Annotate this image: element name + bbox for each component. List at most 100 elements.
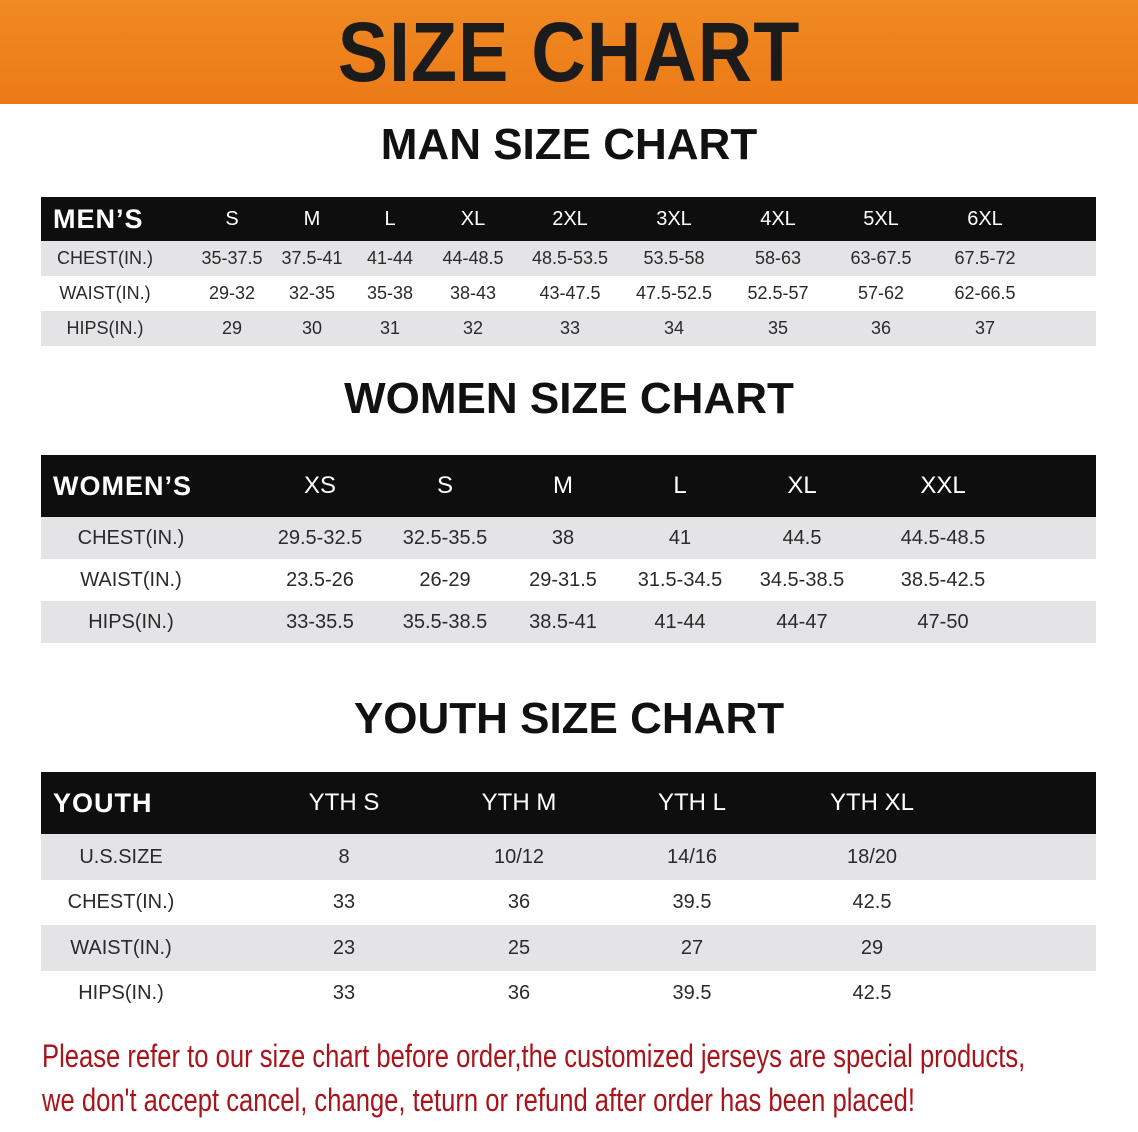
table-cell: 36	[870, 318, 892, 338]
table-cell: 34.5-38.5	[759, 568, 845, 591]
size-header-5xl: 5XL	[863, 207, 899, 230]
table-cell: 52.5-57	[747, 283, 809, 303]
men-size-table: MEN’S S M L XL 2XL 3XL 4XL 5XL 6XL CHEST(IN.) 35-37…	[41, 197, 1096, 346]
table-cell: 33	[559, 318, 581, 338]
row-label: CHEST(IN.)	[67, 891, 175, 913]
size-header-6xl: 6XL	[967, 207, 1003, 230]
size-header-yth-xl: YTH XL	[829, 789, 915, 816]
table-cell: 33	[332, 982, 356, 1004]
youth-header-row: YOUTH YTH S YTH M YTH L YTH XL	[41, 772, 1096, 834]
banner-title: SIZE CHART	[337, 5, 801, 99]
women-size-table: WOMEN’S XS S M L XL XXL CHEST(IN.) 29.5-32.5 32.5…	[41, 455, 1096, 643]
table-cell: 33	[332, 891, 356, 913]
table-cell: 35-38	[366, 283, 414, 303]
men-heading: MAN SIZE CHART	[380, 120, 758, 169]
table-row: CHEST(IN.) 35-37.5 37.5-41 41-44 44-48.5 48.5…	[41, 241, 1096, 276]
table-cell: 32	[462, 318, 484, 338]
youth-heading: YOUTH SIZE CHART	[353, 694, 785, 743]
row-label: WAIST(IN.)	[70, 936, 172, 959]
women-header-label: WOMEN’S	[53, 470, 192, 501]
row-label: WAIST(IN.)	[80, 568, 182, 591]
note-line-1: Please refer to our size chart before or…	[42, 1038, 1026, 1074]
table-cell: 26-29	[419, 568, 471, 591]
table-cell: 38	[551, 526, 575, 549]
row-label: WAIST(IN.)	[59, 283, 151, 303]
size-header-3xl: 3XL	[656, 207, 692, 230]
table-cell: 35.5-38.5	[402, 610, 488, 633]
row-label: HIPS(IN.)	[78, 982, 164, 1004]
table-cell: 39.5	[672, 891, 712, 913]
table-cell: 29-32	[208, 283, 256, 303]
table-cell: 35-37.5	[201, 248, 263, 268]
table-cell: 31.5-34.5	[637, 568, 723, 591]
table-cell: 23.5-26	[286, 568, 354, 591]
table-cell: 36	[507, 891, 531, 913]
table-cell: 34	[663, 318, 685, 338]
table-row: HIPS(IN.) 33-35.5 35.5-38.5 38.5-41 41-44 44-…	[41, 601, 1096, 643]
table-cell: 29	[221, 318, 243, 338]
women-header-row: WOMEN’S XS S M L XL XXL	[41, 455, 1096, 517]
table-cell: 25	[507, 936, 531, 959]
size-header-s: S	[225, 207, 239, 230]
men-header-label: MEN’S	[53, 203, 144, 234]
table-cell: 18/20	[846, 845, 898, 868]
size-header-xl: XL	[460, 207, 486, 230]
table-cell: 44.5-48.5	[900, 526, 986, 549]
youth-size-table: YOUTH YTH S YTH M YTH L YTH XL U.S.SIZE 8 10/12…	[41, 772, 1096, 1016]
table-cell: 41-44	[654, 610, 706, 633]
table-cell: 44.5	[782, 526, 822, 549]
table-cell: 63-67.5	[850, 248, 912, 268]
table-cell: 27	[680, 936, 704, 959]
table-row: WAIST(IN.) 29-32 32-35 35-38 38-43 43-47.5 47.…	[41, 276, 1096, 311]
size-header-l: L	[384, 207, 396, 230]
table-cell: 38-43	[449, 283, 497, 303]
size-header-xxl: XXL	[920, 472, 966, 499]
men-header-row: MEN’S S M L XL 2XL 3XL 4XL 5XL 6XL	[41, 197, 1096, 241]
youth-header-label: YOUTH	[53, 787, 153, 818]
row-label: U.S.SIZE	[79, 845, 163, 868]
table-row: HIPS(IN.) 29 30 31 32 33 34 35 36 37	[41, 311, 1096, 346]
table-cell: 10/12	[493, 845, 545, 868]
table-row: CHEST(IN.) 29.5-32.5 32.5-35.5 38 41 44.5 44.5…	[41, 517, 1096, 559]
size-header-s: S	[436, 472, 453, 499]
size-header-yth-l: YTH L	[657, 789, 726, 816]
table-cell: 31	[379, 318, 401, 338]
table-cell: 8	[338, 845, 350, 868]
table-cell: 37	[974, 318, 996, 338]
table-cell: 48.5-53.5	[531, 248, 609, 268]
table-cell: 29	[860, 936, 884, 959]
table-cell: 47.5-52.5	[635, 283, 713, 303]
table-cell: 35	[767, 318, 789, 338]
table-row: CHEST(IN.) 33 36 39.5 42.5	[41, 880, 1096, 925]
table-cell: 23	[332, 936, 356, 959]
table-cell: 30	[301, 318, 323, 338]
table-cell: 47-50	[917, 610, 969, 633]
table-cell: 43-47.5	[539, 283, 601, 303]
table-cell: 53.5-58	[643, 248, 705, 268]
table-cell: 29.5-32.5	[277, 526, 363, 549]
size-header-m: M	[553, 472, 573, 499]
size-header-4xl: 4XL	[760, 207, 796, 230]
size-header-m: M	[303, 207, 321, 230]
size-header-yth-s: YTH S	[308, 789, 380, 816]
table-row: WAIST(IN.) 23.5-26 26-29 29-31.5 31.5-34.5 34…	[41, 559, 1096, 601]
table-cell: 58-63	[754, 248, 802, 268]
table-cell: 32.5-35.5	[402, 526, 488, 549]
table-cell: 32-35	[288, 283, 336, 303]
row-label: HIPS(IN.)	[66, 318, 144, 338]
row-label: CHEST(IN.)	[77, 526, 185, 549]
row-label: HIPS(IN.)	[88, 610, 174, 633]
table-cell: 67.5-72	[954, 248, 1016, 268]
table-cell: 44-48.5	[442, 248, 504, 268]
table-cell: 62-66.5	[954, 283, 1016, 303]
table-cell: 39.5	[672, 982, 712, 1004]
table-cell: 44-47	[776, 610, 828, 633]
size-header-xs: XS	[303, 472, 336, 499]
size-header-2xl: 2XL	[552, 207, 588, 230]
title-banner: SIZE CHART	[0, 0, 1138, 104]
table-cell: 38.5-41	[529, 610, 597, 633]
note-line-2: we don't accept cancel, change, teturn o…	[42, 1082, 915, 1118]
table-cell: 42.5	[852, 982, 892, 1004]
women-heading: WOMEN SIZE CHART	[344, 374, 794, 423]
table-cell: 42.5	[852, 891, 892, 913]
